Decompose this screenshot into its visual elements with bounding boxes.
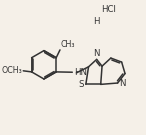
Text: N: N xyxy=(93,49,100,58)
Text: HN: HN xyxy=(74,68,87,77)
Text: H: H xyxy=(93,17,99,26)
Text: HCl: HCl xyxy=(101,5,116,14)
Text: OCH₃: OCH₃ xyxy=(2,66,23,75)
Text: N: N xyxy=(119,79,125,88)
Text: CH₃: CH₃ xyxy=(61,40,75,49)
Text: S: S xyxy=(78,80,84,89)
